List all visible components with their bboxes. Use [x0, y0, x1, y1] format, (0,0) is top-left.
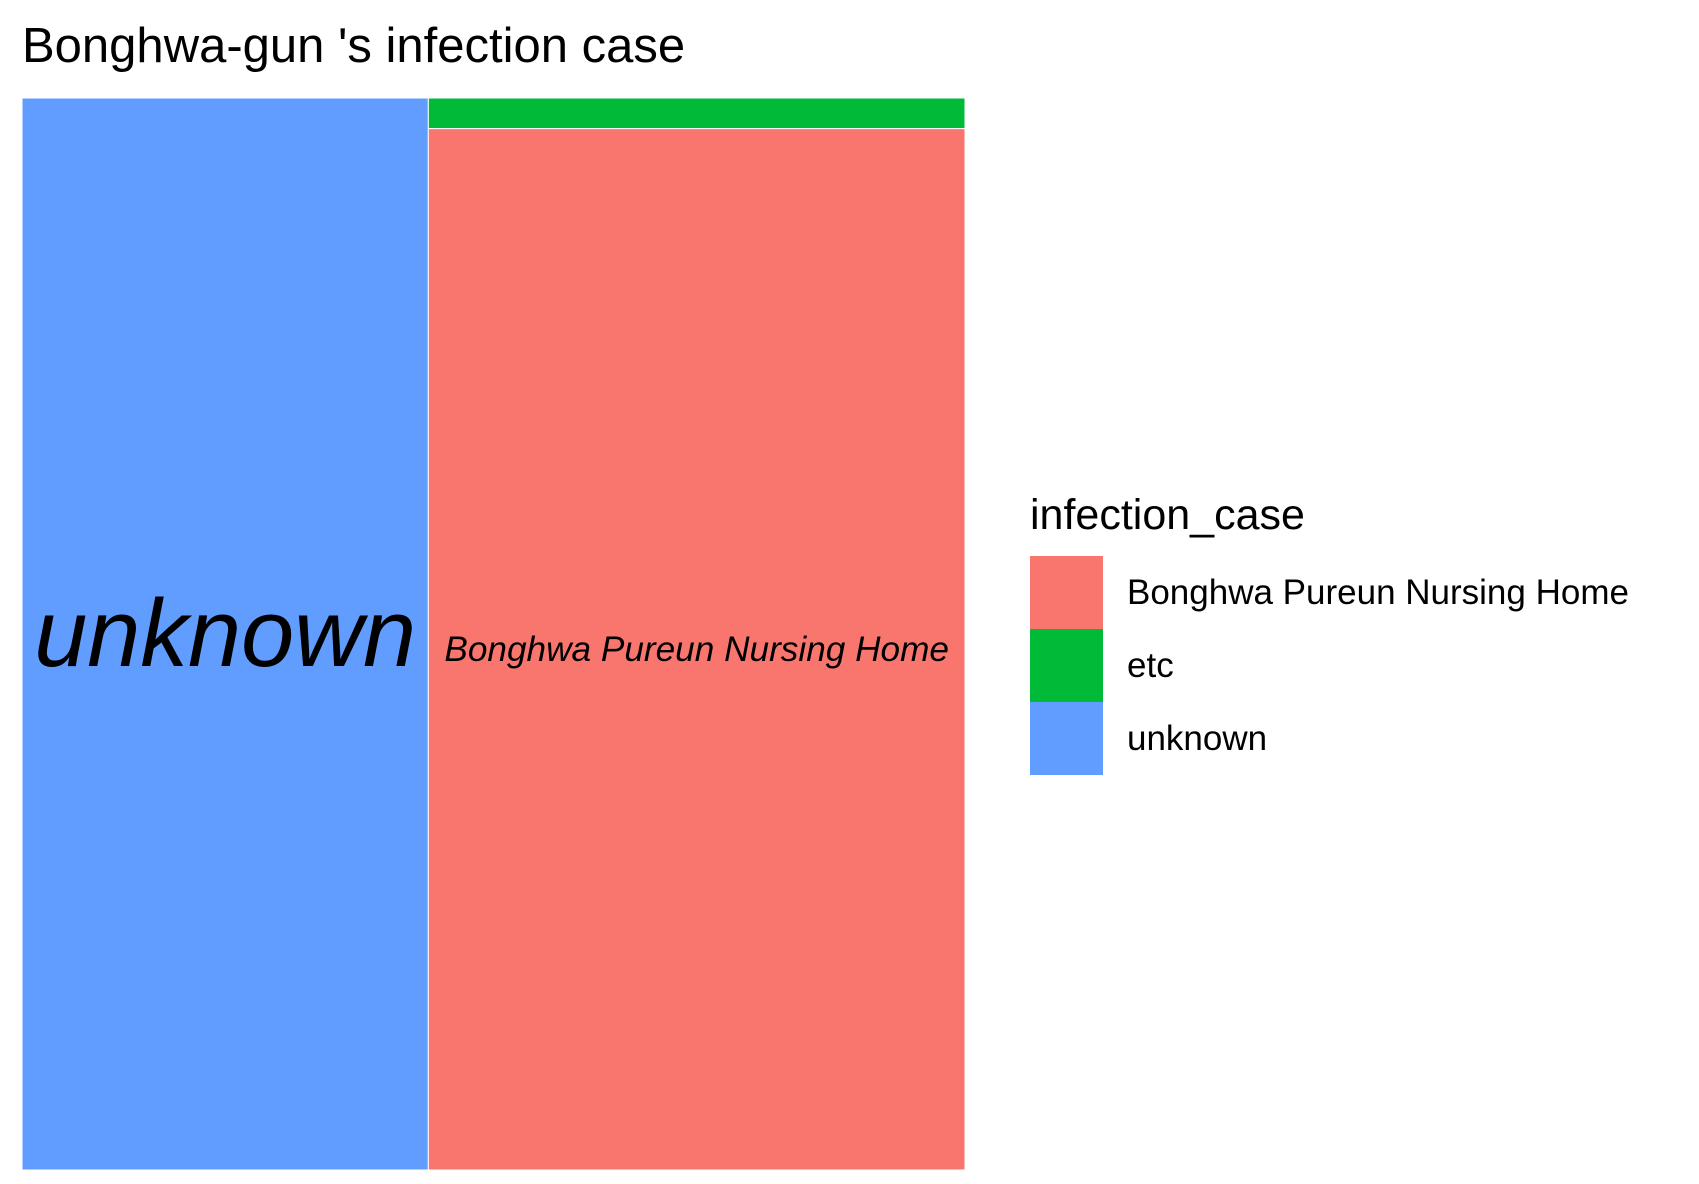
chart-title: Bonghwa-gun 's infection case [22, 19, 686, 73]
legend-item-etc: etc [1030, 629, 1629, 702]
legend-item-bonghwa-pureun-nursing-home: Bonghwa Pureun Nursing Home [1030, 556, 1629, 629]
legend-swatch [1030, 702, 1103, 775]
tile-label-unknown: unknown [34, 581, 416, 687]
tile-bonghwa-pureun-nursing-home [427, 128, 966, 1171]
legend-item-unknown: unknown [1030, 702, 1629, 775]
legend-label: etc [1127, 645, 1174, 685]
legend-title: infection_case [1030, 491, 1305, 539]
legend-label: Bonghwa Pureun Nursing Home [1127, 572, 1629, 612]
tile-etc [427, 97, 966, 130]
legend: infection_case Bonghwa Pureun Nursing Ho… [1030, 490, 1629, 775]
legend-swatch [1030, 556, 1103, 629]
legend-swatch [1030, 629, 1103, 702]
tile-unknown [21, 97, 429, 1171]
tile-label-bonghwa-pureun-nursing-home: Bonghwa Pureun Nursing Home [444, 630, 949, 669]
legend-label: unknown [1127, 718, 1268, 758]
